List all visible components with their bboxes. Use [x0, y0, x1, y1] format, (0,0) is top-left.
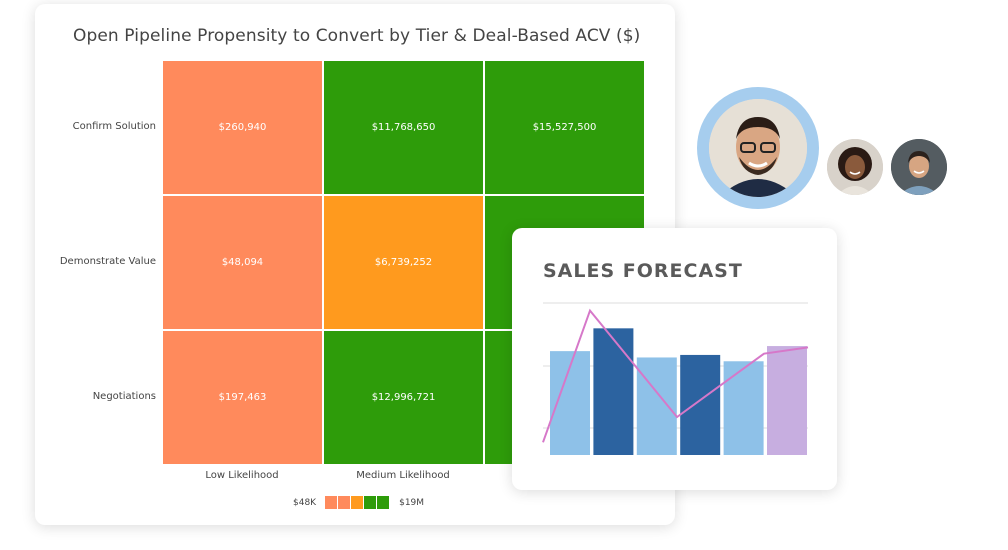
legend-max-label: $19M — [399, 497, 425, 508]
forecast-bar — [723, 361, 764, 455]
avatar-main — [697, 87, 819, 209]
heatmap-legend: $48K $19M — [293, 496, 424, 509]
avatar-man — [891, 139, 947, 195]
heatmap-row-label: Negotiations — [92, 390, 156, 402]
sales-forecast-title: SALES FORECAST — [543, 260, 743, 282]
legend-swatch — [325, 496, 338, 509]
avatar-woman — [827, 139, 883, 195]
avatar-woman-portrait — [827, 139, 883, 195]
forecast-bar — [636, 357, 677, 455]
avatar-man-portrait — [891, 139, 947, 195]
sales-forecast-card: SALES FORECAST — [512, 228, 837, 490]
heatmap-cell: $197,463 — [162, 330, 323, 465]
legend-swatch — [338, 496, 351, 509]
heatmap-row-label: Confirm Solution — [72, 120, 156, 132]
legend-swatch — [377, 496, 390, 509]
legend-swatches — [325, 496, 390, 509]
forecast-bar — [680, 354, 721, 455]
heatmap-col-label: Medium Likelihood — [356, 470, 450, 481]
heatmap-row-label: Demonstrate Value — [59, 255, 156, 267]
sales-forecast-chart — [542, 302, 809, 455]
heatmap-cell: $6,739,252 — [323, 195, 484, 330]
heatmap-col-label: Low Likelihood — [205, 470, 279, 481]
legend-swatch — [364, 496, 377, 509]
heatmap-cell: $48,094 — [162, 195, 323, 330]
forecast-bar — [767, 346, 807, 455]
forecast-trend-line — [542, 308, 809, 443]
avatar-main-portrait — [709, 99, 807, 197]
heatmap-cell: $15,527,500 — [484, 60, 645, 195]
heatmap-cell: $11,768,650 — [323, 60, 484, 195]
heatmap-title: Open Pipeline Propensity to Convert by T… — [73, 26, 641, 46]
legend-min-label: $48K — [293, 497, 317, 508]
heatmap-cell: $260,940 — [162, 60, 323, 195]
heatmap-cell: $12,996,721 — [323, 330, 484, 465]
legend-swatch — [351, 496, 364, 509]
forecast-bar — [593, 328, 634, 455]
